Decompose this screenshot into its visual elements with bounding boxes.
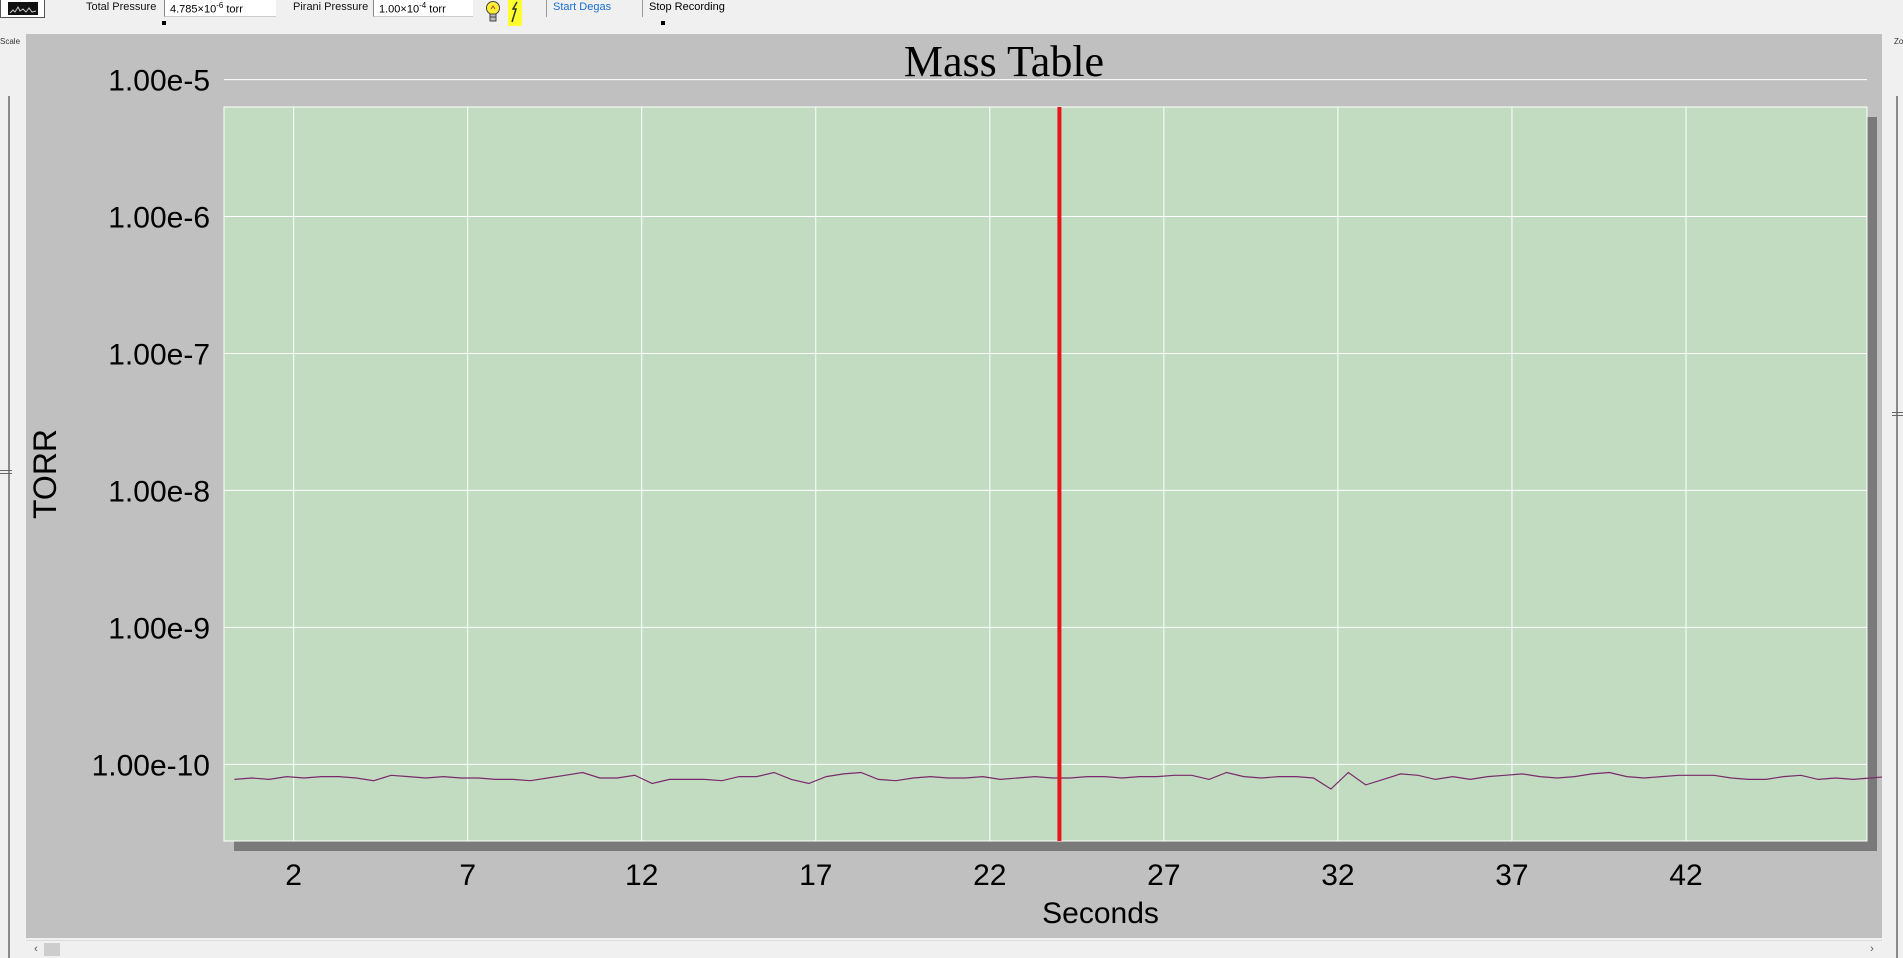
scale-slider-track[interactable] [8,96,10,958]
pirani-pressure-value: 1.00×10-4 torr [373,0,473,17]
total-pressure-value: 4.785×10-6 torr [164,0,276,17]
y-tick-label: 1.00e-7 [108,338,210,371]
filament-bulb-icon[interactable] [484,0,502,25]
x-tick-label: 42 [1669,859,1702,892]
scroll-left-icon[interactable]: ‹ [34,943,38,955]
x-tick-label: 17 [799,859,832,892]
zoom-label: Zo [1894,37,1903,46]
y-tick-label: 1.00e-5 [108,65,210,98]
x-tick-label: 32 [1321,859,1354,892]
y-tick-label: 1.00e-9 [108,612,210,645]
x-tick-label: 37 [1495,859,1528,892]
start-degas-button[interactable]: Start Degas [546,0,632,17]
y-tick-label: 1.00e-8 [108,475,210,508]
recording-marker [661,21,665,25]
scale-slider-thumb[interactable] [0,470,12,474]
total-pressure-label: Total Pressure [86,1,157,13]
zoom-slider-track[interactable] [1896,96,1898,958]
spectrum-thumbnail-button[interactable] [0,0,45,18]
scale-slider[interactable]: Scale [0,34,22,958]
scale-label: Scale [0,37,21,46]
x-tick-label: 12 [625,859,658,892]
plot-area[interactable] [223,106,1868,842]
toolbar: Total Pressure 4.785×10-6 torr Pirani Pr… [0,0,1903,28]
pirani-pressure-label: Pirani Pressure [293,1,369,13]
chart-panel: Mass Table 2 7 12 17 22 27 32 37 42 1.00e-5 1.00e-… [26,34,1882,938]
y-tick-label: 1.00e-10 [92,749,210,782]
probe-gauge-icon[interactable] [508,0,522,26]
scroll-right-icon[interactable]: › [1870,943,1874,955]
mass-table-chart[interactable]: 2 7 12 17 22 27 32 37 421.00e-51.00e-61.00e-71.0… [26,34,1882,938]
zoom-slider-thumb[interactable] [1892,412,1903,416]
zoom-slider[interactable]: Zo [1882,34,1903,958]
x-tick-label: 27 [1147,859,1180,892]
pressure-trace [234,771,1882,790]
status-marker [162,21,166,25]
stop-recording-button[interactable]: Stop Recording [642,0,732,17]
x-axis-label: Seconds [1042,897,1159,930]
x-tick-label: 2 [285,859,302,892]
y-axis-label: TORR [27,429,63,519]
scrollbar-thumb[interactable] [44,943,60,956]
chart-title: Mass Table [903,37,1105,86]
x-tick-label: 22 [973,859,1006,892]
x-tick-label: 7 [459,859,476,892]
y-tick-label: 1.00e-6 [108,202,210,235]
horizontal-scrollbar[interactable]: ‹ › [26,940,1882,957]
